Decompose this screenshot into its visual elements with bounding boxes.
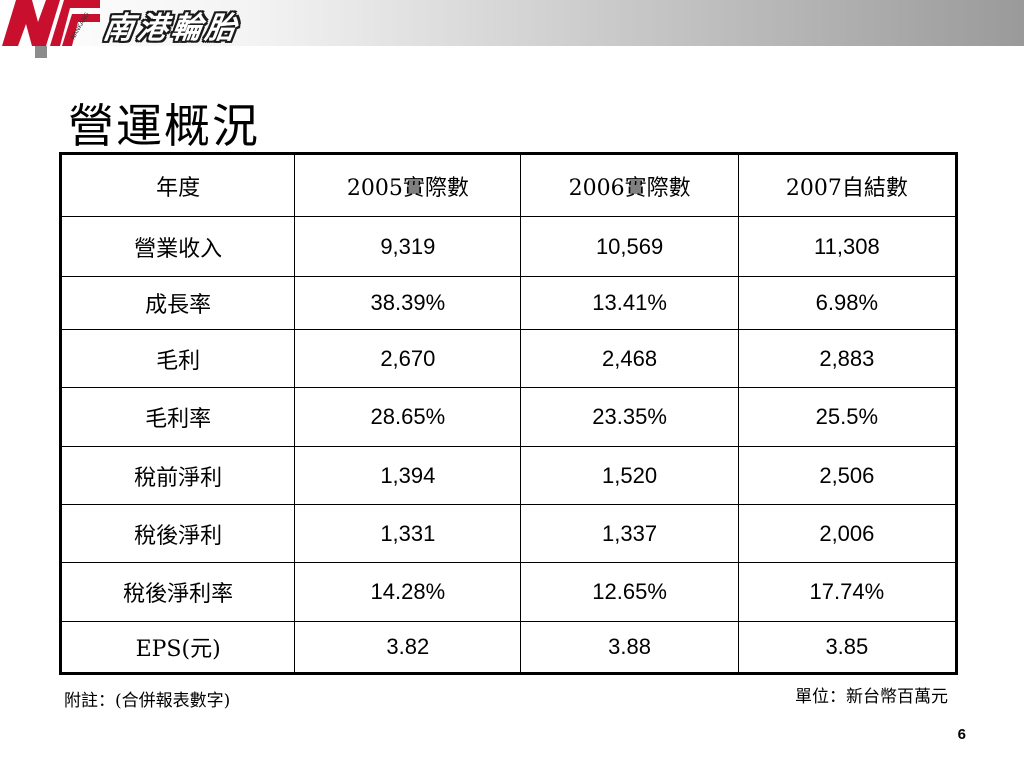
table-cell: 1,337	[520, 504, 739, 563]
table-cell: 1,394	[294, 446, 522, 505]
table-cell: 25.5%	[737, 387, 958, 447]
table-row: 稅後淨利率 14.28% 12.65% 17.74%	[59, 562, 958, 622]
page-title: 營運概況	[68, 99, 260, 153]
table-cell: 2,506	[737, 446, 958, 505]
operations-table: 年度 2005實際數 2006實際數 2007自結數 營業收入 9,319 10…	[59, 152, 958, 675]
brand-name: 南港輪胎	[101, 11, 242, 46]
row-label: 稅後淨利	[59, 504, 296, 563]
table-header-row: 年度 2005實際數 2006實際數 2007自結數	[59, 153, 958, 217]
table-cell: 14.28%	[294, 562, 522, 622]
table-cell: 2,883	[737, 329, 958, 388]
table-cell: 2,006	[737, 504, 958, 563]
header-bar: NANKANG 南港輪胎	[0, 0, 1024, 46]
table-cell: 1,331	[294, 504, 522, 563]
table-cell: 12.65%	[520, 562, 739, 622]
row-label: 稅前淨利	[59, 446, 296, 505]
table-row: 稅前淨利 1,394 1,520 2,506	[59, 446, 958, 505]
column-header: 2006實際數	[520, 153, 739, 217]
table-cell: 6.98%	[737, 276, 958, 330]
header-decoration	[35, 46, 47, 58]
column-header: 2007自結數	[737, 153, 958, 217]
table-cell: 11,308	[737, 216, 958, 277]
table-row: 成長率 38.39% 13.41% 6.98%	[59, 276, 958, 330]
table-cell: 3.82	[294, 621, 522, 674]
column-header: 年度	[59, 153, 296, 217]
row-label: 成長率	[59, 276, 296, 330]
table-cell: 38.39%	[294, 276, 522, 330]
table-row: 毛利 2,670 2,468 2,883	[59, 329, 958, 388]
table-cell: 17.74%	[737, 562, 958, 622]
table-cell: 10,569	[520, 216, 739, 277]
page-number: 6	[957, 726, 966, 743]
table-cell: 23.35%	[520, 387, 739, 447]
row-label: 毛利率	[59, 387, 296, 447]
table-row: EPS(元) 3.82 3.88 3.85	[59, 621, 958, 674]
table-row: 稅後淨利 1,331 1,337 2,006	[59, 504, 958, 563]
row-label: 稅後淨利率	[59, 562, 296, 622]
table-row: 毛利率 28.65% 23.35% 25.5%	[59, 387, 958, 447]
table-cell: 1,520	[520, 446, 739, 505]
row-label: 毛利	[59, 329, 296, 388]
table-row: 營業收入 9,319 10,569 11,308	[59, 216, 958, 277]
nankang-logo-icon: NANKANG	[2, 0, 100, 46]
unit-note: 單位：新台幣百萬元	[795, 687, 948, 707]
column-header: 2005實際數	[294, 153, 522, 217]
table-cell: 28.65%	[294, 387, 522, 447]
table-cell: 2,670	[294, 329, 522, 388]
row-label: EPS(元)	[59, 621, 296, 674]
table-cell: 2,468	[520, 329, 739, 388]
row-label: 營業收入	[59, 216, 296, 277]
table-cell: 13.41%	[520, 276, 739, 330]
table-cell: 9,319	[294, 216, 522, 277]
table-cell: 3.85	[737, 621, 958, 674]
footnote: 附註：(合併報表數字)	[64, 691, 231, 711]
table-cell: 3.88	[520, 621, 739, 674]
